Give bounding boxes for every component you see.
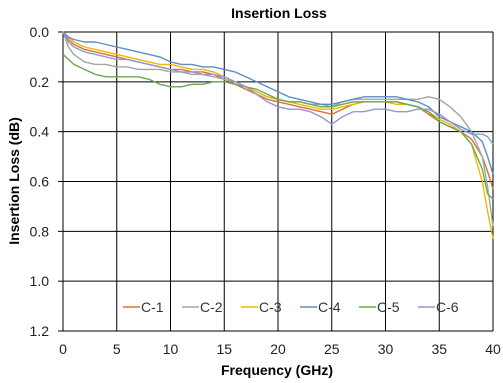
x-tick-label: 35	[431, 341, 447, 357]
chart-grid	[58, 31, 494, 332]
x-axis-label: Frequency (GHz)	[221, 362, 333, 378]
legend-label: C-4	[318, 299, 341, 315]
y-tick-label: 0.4	[30, 124, 50, 140]
legend-label: C-3	[259, 299, 282, 315]
axis-tick-labels: 0 5 10 15 20 25 30 35 40 0.0 0.2 0.4 0.6 0.8 1.0 1.2	[30, 24, 501, 357]
y-tick-label: 1.2	[30, 323, 50, 339]
x-tick-label: 25	[324, 341, 340, 357]
series-line-c-4	[62, 31, 494, 175]
chart-title: Insertion Loss	[231, 5, 327, 21]
legend-label: C-2	[200, 299, 223, 315]
y-tick-label: 0.0	[30, 24, 50, 40]
x-tick-label: 5	[113, 341, 121, 357]
y-tick-label: 0.6	[30, 174, 50, 190]
series-line-c-6	[62, 31, 494, 145]
x-tick-label: 10	[163, 341, 179, 357]
series-line-c-5	[62, 53, 494, 200]
x-tick-label: 0	[59, 341, 67, 357]
series-lines	[62, 31, 494, 239]
x-tick-label: 20	[270, 341, 286, 357]
legend-label: C-6	[436, 299, 459, 315]
x-tick-label: 40	[485, 341, 501, 357]
y-axis-label: Insertion Loss (dB)	[6, 117, 22, 245]
x-tick-label: 30	[378, 341, 394, 357]
chart-legend: C-1 C-2 C-3 C-4 C-5 C-6	[123, 299, 459, 315]
y-tick-label: 0.2	[30, 74, 50, 90]
legend-label: C-1	[141, 299, 164, 315]
legend-label: C-5	[377, 299, 400, 315]
y-tick-label: 0.8	[30, 223, 50, 239]
y-tick-label: 1.0	[30, 273, 50, 289]
x-tick-label: 15	[216, 341, 232, 357]
